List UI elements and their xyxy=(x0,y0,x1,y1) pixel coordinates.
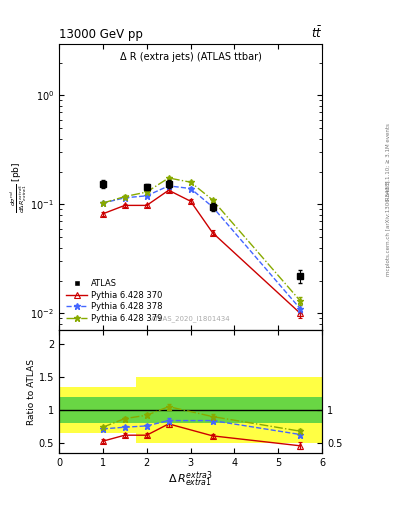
Y-axis label: Ratio to ATLAS: Ratio to ATLAS xyxy=(27,359,36,424)
Y-axis label: $\frac{d\sigma^{nd}}{d\Delta R_{extra1}^{extra3}}$ [pb]: $\frac{d\sigma^{nd}}{d\Delta R_{extra1}^… xyxy=(9,161,29,212)
Legend: ATLAS, Pythia 6.428 370, Pythia 6.428 378, Pythia 6.428 379: ATLAS, Pythia 6.428 370, Pythia 6.428 37… xyxy=(63,276,165,326)
X-axis label: $\Delta\,R^{extra3}_{extra1}$: $\Delta\,R^{extra3}_{extra1}$ xyxy=(168,470,213,489)
Text: $t\bar{t}$: $t\bar{t}$ xyxy=(311,26,322,41)
Text: ATLAS_2020_I1801434: ATLAS_2020_I1801434 xyxy=(151,315,230,322)
Text: Rivet 3.1.10; ≥ 3.1M events: Rivet 3.1.10; ≥ 3.1M events xyxy=(386,123,391,200)
Text: 13000 GeV pp: 13000 GeV pp xyxy=(59,28,143,41)
Text: mcplots.cern.ch [arXiv:1306.3438]: mcplots.cern.ch [arXiv:1306.3438] xyxy=(386,180,391,275)
Text: Δ R (extra jets) (ATLAS ttbar): Δ R (extra jets) (ATLAS ttbar) xyxy=(119,52,262,62)
